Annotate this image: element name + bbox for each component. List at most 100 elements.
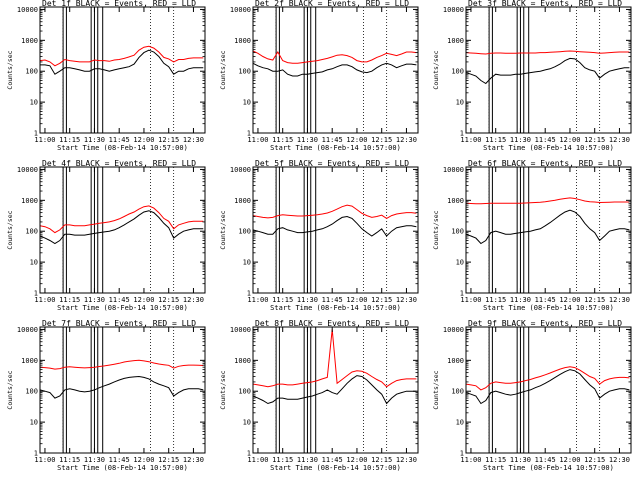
x-tick-label: 11:15	[59, 456, 80, 464]
x-tick-label: 12:15	[584, 136, 605, 144]
x-tick-label: 12:30	[609, 136, 630, 144]
y-tick-label: 1	[460, 290, 464, 298]
x-tick-label: 11:15	[59, 296, 80, 304]
x-tick-label: 11:00	[34, 136, 55, 144]
series-events-line	[465, 369, 630, 405]
series-lld-line	[39, 205, 204, 234]
y-tick-label: 10	[30, 259, 38, 267]
y-tick-label: 10000	[17, 326, 38, 334]
x-tick-label: 11:30	[510, 296, 531, 304]
x-tick-label: 11:30	[84, 136, 105, 144]
x-tick-label: 12:30	[396, 296, 417, 304]
x-tick-label: 12:30	[396, 456, 417, 464]
x-tick-label: 11:00	[247, 296, 268, 304]
y-tick-label: 1000	[447, 197, 464, 205]
x-axis-label: Start Time (08-Feb-14 10:57:00)	[270, 304, 401, 312]
x-tick-label: 11:15	[272, 456, 293, 464]
y-tick-label: 10000	[17, 166, 38, 174]
series-lld-line	[39, 45, 204, 67]
series-lld-line	[252, 204, 417, 219]
panel-det-8: Det 8f BLACK = Events, RED = LLD 1 10 100 10…	[219, 319, 419, 472]
plot-frame	[252, 326, 419, 454]
x-tick-label: 11:00	[460, 296, 481, 304]
x-tick-label: 12:30	[609, 296, 630, 304]
y-tick-label: 100	[238, 68, 251, 76]
x-tick-label: 11:00	[247, 456, 268, 464]
y-axis-label: Counts/sec	[432, 210, 440, 249]
y-tick-label: 100	[451, 68, 464, 76]
x-tick-label: 11:00	[460, 136, 481, 144]
x-axis-label: Start Time (08-Feb-14 10:57:00)	[57, 464, 188, 472]
x-tick-label: 11:30	[84, 456, 105, 464]
y-tick-label: 1000	[447, 357, 464, 365]
x-tick-label: 11:00	[247, 136, 268, 144]
x-tick-label: 12:15	[158, 456, 179, 464]
series-lld-line	[465, 50, 630, 55]
y-tick-label: 10	[243, 259, 251, 267]
panel-title: Det 5f BLACK = Events, RED = LLD	[255, 159, 409, 168]
y-tick-label: 10	[30, 419, 38, 427]
y-tick-label: 100	[451, 388, 464, 396]
y-tick-label: 1	[247, 450, 251, 458]
x-tick-label: 12:00	[559, 456, 580, 464]
plot-frame	[252, 166, 419, 294]
y-axis-label: Counts/sec	[6, 370, 14, 409]
x-tick-label: 11:15	[485, 296, 506, 304]
x-tick-label: 12:30	[609, 456, 630, 464]
x-tick-label: 11:15	[272, 136, 293, 144]
x-tick-label: 11:30	[297, 296, 318, 304]
x-tick-label: 11:45	[322, 296, 343, 304]
panel-det-6: Det 6f BLACK = Events, RED = LLD 1 10 100 10…	[432, 159, 632, 312]
x-tick-label: 12:00	[133, 456, 154, 464]
y-tick-label: 1	[460, 450, 464, 458]
series-events-line	[252, 215, 417, 237]
y-tick-label: 1	[34, 130, 38, 138]
x-tick-label: 12:30	[396, 136, 417, 144]
plot-frame	[39, 326, 206, 454]
y-tick-label: 10000	[443, 6, 464, 14]
x-tick-label: 12:00	[559, 136, 580, 144]
y-tick-label: 10	[456, 259, 464, 267]
panel-title: Det 4f BLACK = Events, RED = LLD	[42, 159, 196, 168]
panel-title: Det 3f BLACK = Events, RED = LLD	[468, 0, 622, 8]
series-lld-line	[252, 329, 417, 388]
x-axis-label: Start Time (08-Feb-14 10:57:00)	[483, 144, 614, 152]
x-tick-label: 12:30	[183, 456, 204, 464]
y-axis-label: Counts/sec	[6, 50, 14, 89]
panel-title: Det 8f BLACK = Events, RED = LLD	[255, 319, 409, 328]
x-tick-label: 12:00	[346, 456, 367, 464]
panel-title: Det 6f BLACK = Events, RED = LLD	[468, 159, 622, 168]
plot-frame	[252, 6, 419, 134]
series-lld-line	[252, 50, 417, 64]
x-tick-label: 12:00	[346, 136, 367, 144]
x-tick-label: 11:45	[109, 136, 130, 144]
y-tick-label: 1	[34, 450, 38, 458]
x-tick-label: 11:30	[297, 136, 318, 144]
y-tick-label: 10	[456, 419, 464, 427]
plot-frame	[465, 166, 632, 294]
x-tick-label: 11:15	[485, 456, 506, 464]
x-tick-label: 11:30	[84, 296, 105, 304]
x-tick-label: 11:15	[485, 136, 506, 144]
y-tick-label: 1	[34, 290, 38, 298]
x-tick-label: 11:00	[34, 296, 55, 304]
y-tick-label: 10	[30, 99, 38, 107]
x-tick-label: 12:15	[371, 456, 392, 464]
plot-frame	[39, 6, 206, 134]
y-tick-label: 1000	[234, 197, 251, 205]
x-tick-label: 12:00	[133, 136, 154, 144]
plot-frame	[39, 166, 206, 294]
y-tick-label: 1000	[234, 357, 251, 365]
x-tick-label: 12:30	[183, 296, 204, 304]
x-tick-label: 11:30	[510, 456, 531, 464]
panel-det-3: Det 3f BLACK = Events, RED = LLD 1 10 100 10…	[432, 0, 632, 152]
x-tick-label: 12:30	[183, 136, 204, 144]
series-events-line	[40, 49, 204, 75]
x-tick-label: 12:15	[371, 296, 392, 304]
x-tick-label: 11:30	[510, 136, 531, 144]
y-tick-label: 100	[238, 228, 251, 236]
y-tick-label: 10000	[17, 6, 38, 14]
panel-det-2: Det 2f BLACK = Events, RED = LLD 1 10 100 10…	[219, 0, 419, 152]
y-tick-label: 10000	[230, 166, 251, 174]
x-tick-label: 12:15	[371, 136, 392, 144]
